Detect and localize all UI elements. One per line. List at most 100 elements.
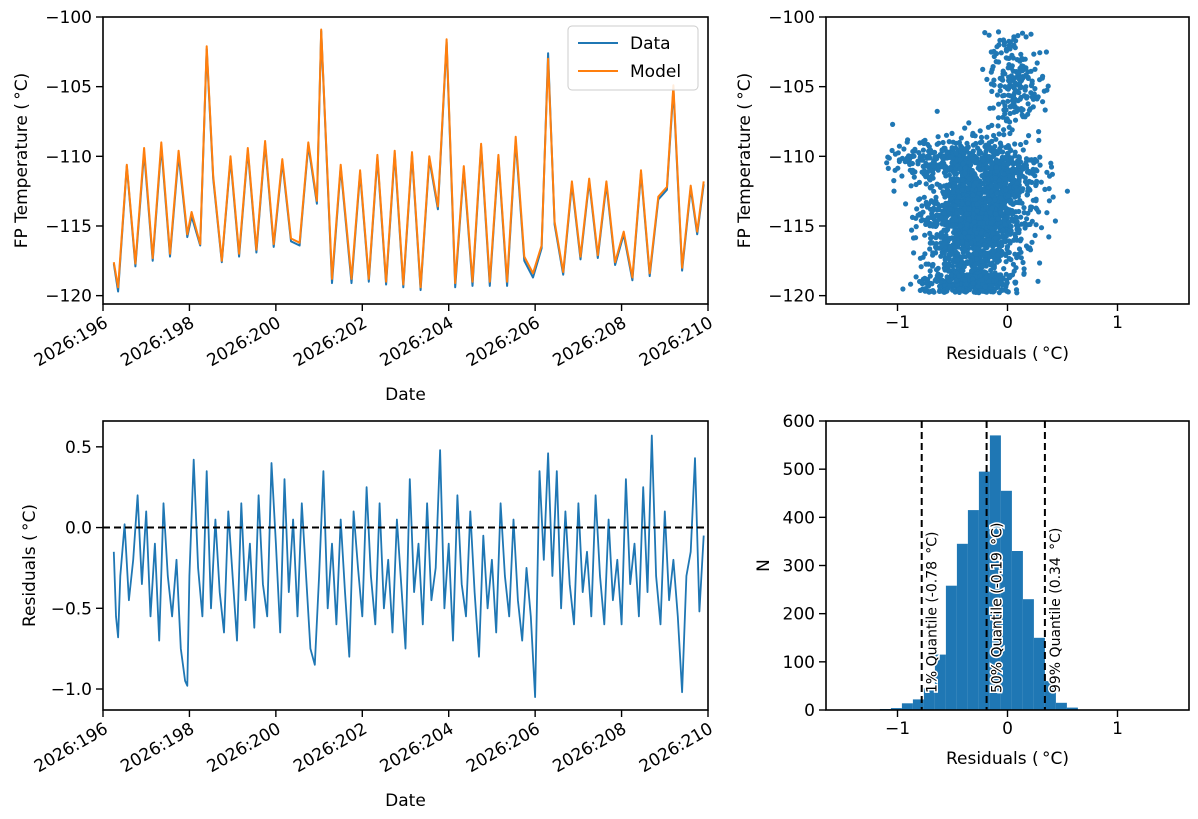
scatter-point bbox=[923, 280, 929, 286]
scatter-point bbox=[938, 234, 944, 240]
scatter-point bbox=[1005, 92, 1012, 98]
scatter-point bbox=[918, 264, 924, 270]
histogram-bar bbox=[901, 703, 913, 710]
scatter-point bbox=[929, 240, 936, 246]
scatter-point bbox=[1007, 78, 1013, 85]
legend-label-model: Model bbox=[630, 62, 681, 82]
y-tick-label: −105 bbox=[768, 78, 815, 98]
scatter-point bbox=[1006, 55, 1012, 62]
scatter-point bbox=[988, 261, 994, 267]
y-axis-label: FP Temperature ( °C) bbox=[12, 73, 32, 249]
scatter-point bbox=[1027, 106, 1033, 112]
scatter-point bbox=[956, 194, 963, 200]
scatter-point bbox=[1036, 129, 1042, 135]
scatter-point bbox=[976, 215, 982, 221]
legend: Data Model bbox=[567, 25, 699, 91]
scatter-point bbox=[1006, 74, 1012, 80]
scatter-point bbox=[947, 206, 954, 212]
scatter-point bbox=[1064, 188, 1070, 194]
scatter-point bbox=[990, 64, 996, 70]
scatter-point bbox=[1033, 222, 1039, 228]
scatter-point bbox=[1014, 180, 1020, 186]
scatter-point bbox=[1020, 173, 1026, 179]
scatter-point bbox=[941, 164, 947, 170]
scatter-point bbox=[1037, 50, 1043, 56]
scatter-point bbox=[1011, 43, 1017, 49]
scatter-point bbox=[1015, 163, 1022, 169]
scatter-point bbox=[1032, 86, 1038, 92]
scatter-point bbox=[991, 132, 997, 139]
scatter-point bbox=[985, 176, 991, 182]
scatter-point bbox=[959, 254, 966, 260]
scatter-point bbox=[952, 228, 959, 234]
scatter-point bbox=[1034, 206, 1040, 212]
scatter-point bbox=[981, 242, 988, 248]
scatter-point bbox=[965, 155, 971, 161]
scatter-point bbox=[973, 180, 979, 186]
scatter-point bbox=[938, 230, 945, 236]
scatter-point bbox=[927, 177, 933, 183]
scatter-point bbox=[944, 223, 950, 229]
scatter-point bbox=[998, 280, 1004, 286]
scatter-point bbox=[1012, 117, 1019, 123]
scatter-point bbox=[964, 221, 971, 228]
scatter-point bbox=[983, 275, 989, 281]
scatter-point bbox=[1004, 214, 1010, 220]
scatter-point bbox=[1002, 111, 1008, 117]
scatter-point bbox=[963, 289, 969, 295]
scatter-point bbox=[989, 122, 995, 128]
scatter-point bbox=[1029, 157, 1035, 163]
scatter-point bbox=[962, 206, 968, 212]
scatter-point bbox=[969, 268, 975, 274]
scatter-point bbox=[953, 232, 959, 238]
scatter-point bbox=[886, 155, 892, 161]
scatter-point bbox=[1009, 102, 1015, 108]
scatter-point bbox=[1046, 186, 1052, 192]
scatter-point bbox=[916, 197, 922, 203]
scatter-point bbox=[1025, 111, 1031, 117]
scatter-point bbox=[960, 181, 967, 187]
scatter-point bbox=[964, 241, 970, 247]
scatter-point bbox=[988, 272, 995, 278]
scatter-point bbox=[1019, 221, 1025, 227]
scatter-point bbox=[953, 249, 959, 255]
y-tick-label: 0.0 bbox=[65, 519, 92, 539]
scatter-point bbox=[979, 196, 985, 202]
scatter-point bbox=[1006, 38, 1012, 45]
histogram-bars bbox=[879, 435, 1078, 711]
scatter-point bbox=[1003, 271, 1009, 277]
scatter-point bbox=[922, 251, 928, 257]
scatter-point bbox=[918, 279, 925, 285]
scatter-point bbox=[986, 197, 993, 203]
scatter-point bbox=[944, 288, 950, 294]
scatter-point bbox=[979, 210, 985, 216]
scatter-point bbox=[1009, 167, 1016, 173]
scatter-point bbox=[1017, 75, 1023, 81]
scatter-point bbox=[1003, 187, 1009, 193]
scatter-point bbox=[954, 282, 960, 288]
scatter-point bbox=[999, 77, 1005, 83]
scatter-point bbox=[980, 66, 986, 72]
x-tick-label: 2026:202 bbox=[290, 719, 371, 777]
axes-ticks: −1 0 1 0 100 200 300 400 500 600 bbox=[783, 412, 1123, 739]
scatter-point bbox=[976, 162, 982, 168]
scatter-point bbox=[1008, 198, 1014, 204]
scatter-point bbox=[993, 59, 999, 65]
scatter-point bbox=[972, 160, 978, 166]
scatter-point bbox=[913, 274, 919, 280]
scatter-point bbox=[1029, 179, 1035, 185]
x-tick-label: 2026:202 bbox=[290, 313, 371, 371]
scatter-point bbox=[1024, 216, 1030, 222]
scatter-point bbox=[1010, 261, 1017, 267]
scatter-point bbox=[1003, 154, 1009, 160]
series-line-model bbox=[112, 28, 705, 289]
scatter-point bbox=[974, 208, 980, 214]
scatter-point bbox=[1009, 211, 1015, 217]
scatter-point bbox=[939, 221, 945, 227]
scatter-point bbox=[938, 214, 945, 220]
y-tick-label: 600 bbox=[783, 412, 815, 432]
scatter-point bbox=[945, 268, 952, 274]
scatter-point bbox=[939, 147, 945, 153]
scatter-point bbox=[984, 189, 991, 195]
scatter-point bbox=[995, 29, 1002, 35]
